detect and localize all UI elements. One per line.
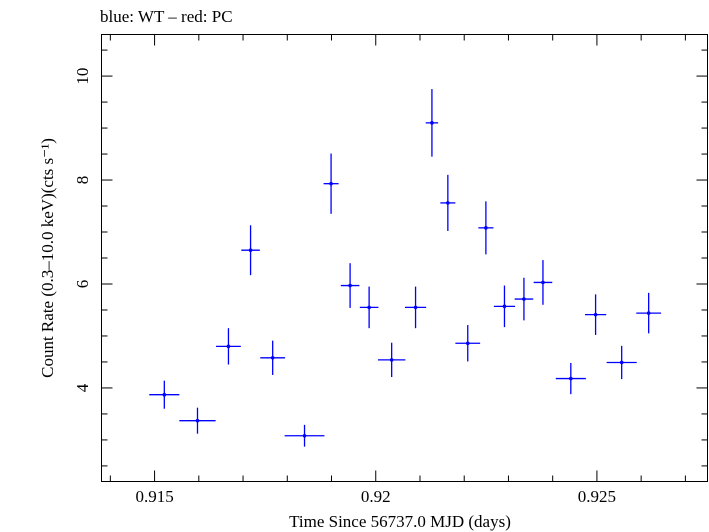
data-marker xyxy=(302,433,307,438)
data-marker xyxy=(226,344,231,349)
data-point xyxy=(260,340,286,375)
data-marker xyxy=(367,305,371,310)
data-marker xyxy=(413,305,418,310)
data-point xyxy=(636,292,662,334)
data-point xyxy=(179,407,216,434)
data-point xyxy=(425,89,439,157)
y-axis-label: Count Rate (0.3–10.0 keV)(cts s⁻¹) xyxy=(38,138,57,378)
data-point xyxy=(555,362,586,395)
data-point xyxy=(493,285,516,328)
data-marker xyxy=(646,311,651,315)
y-axis: 4 6 8 10 xyxy=(73,49,708,467)
data-point xyxy=(284,424,325,447)
y-tick-label: 4 xyxy=(73,383,92,392)
data-marker xyxy=(593,312,598,317)
data-marker xyxy=(502,304,507,309)
data-marker xyxy=(329,181,333,186)
data-point xyxy=(606,345,637,380)
x-tick-label: 0.92 xyxy=(361,487,391,506)
data-marker xyxy=(541,280,545,285)
data-point xyxy=(216,328,241,365)
x-tick-label: 0.925 xyxy=(578,487,616,506)
data-marker xyxy=(389,358,394,362)
data-point xyxy=(404,286,427,329)
data-marker xyxy=(619,360,624,365)
data-marker xyxy=(195,418,200,423)
data-point xyxy=(377,342,406,378)
x-axis-label: Time Since 56737.0 MJD (days) xyxy=(289,512,511,531)
data-marker xyxy=(465,341,470,346)
data-series xyxy=(149,89,662,447)
x-tick-label: 0.915 xyxy=(135,487,173,506)
data-point xyxy=(359,286,379,329)
data-point xyxy=(533,260,553,305)
data-marker xyxy=(270,355,275,360)
data-marker xyxy=(348,283,352,288)
data-point xyxy=(455,325,481,362)
chart-title: blue: WT – red: PC xyxy=(100,7,233,26)
plot-frame xyxy=(101,34,708,482)
y-tick-label: 6 xyxy=(73,280,92,289)
data-marker xyxy=(446,201,450,205)
data-marker xyxy=(430,121,434,125)
data-point xyxy=(323,153,339,214)
data-point xyxy=(340,263,360,308)
data-point xyxy=(478,201,494,255)
data-point xyxy=(584,294,607,335)
data-marker xyxy=(522,297,526,301)
data-marker xyxy=(162,392,167,397)
data-marker xyxy=(248,248,253,253)
data-point xyxy=(440,174,456,231)
data-point xyxy=(241,225,260,276)
y-tick-label: 8 xyxy=(73,176,92,185)
y-tick-label: 10 xyxy=(73,68,92,85)
data-point xyxy=(514,277,534,321)
x-axis: 0.915 0.92 0.925 xyxy=(109,34,686,506)
data-marker xyxy=(569,376,573,381)
data-point xyxy=(149,380,180,409)
data-marker xyxy=(484,226,488,230)
